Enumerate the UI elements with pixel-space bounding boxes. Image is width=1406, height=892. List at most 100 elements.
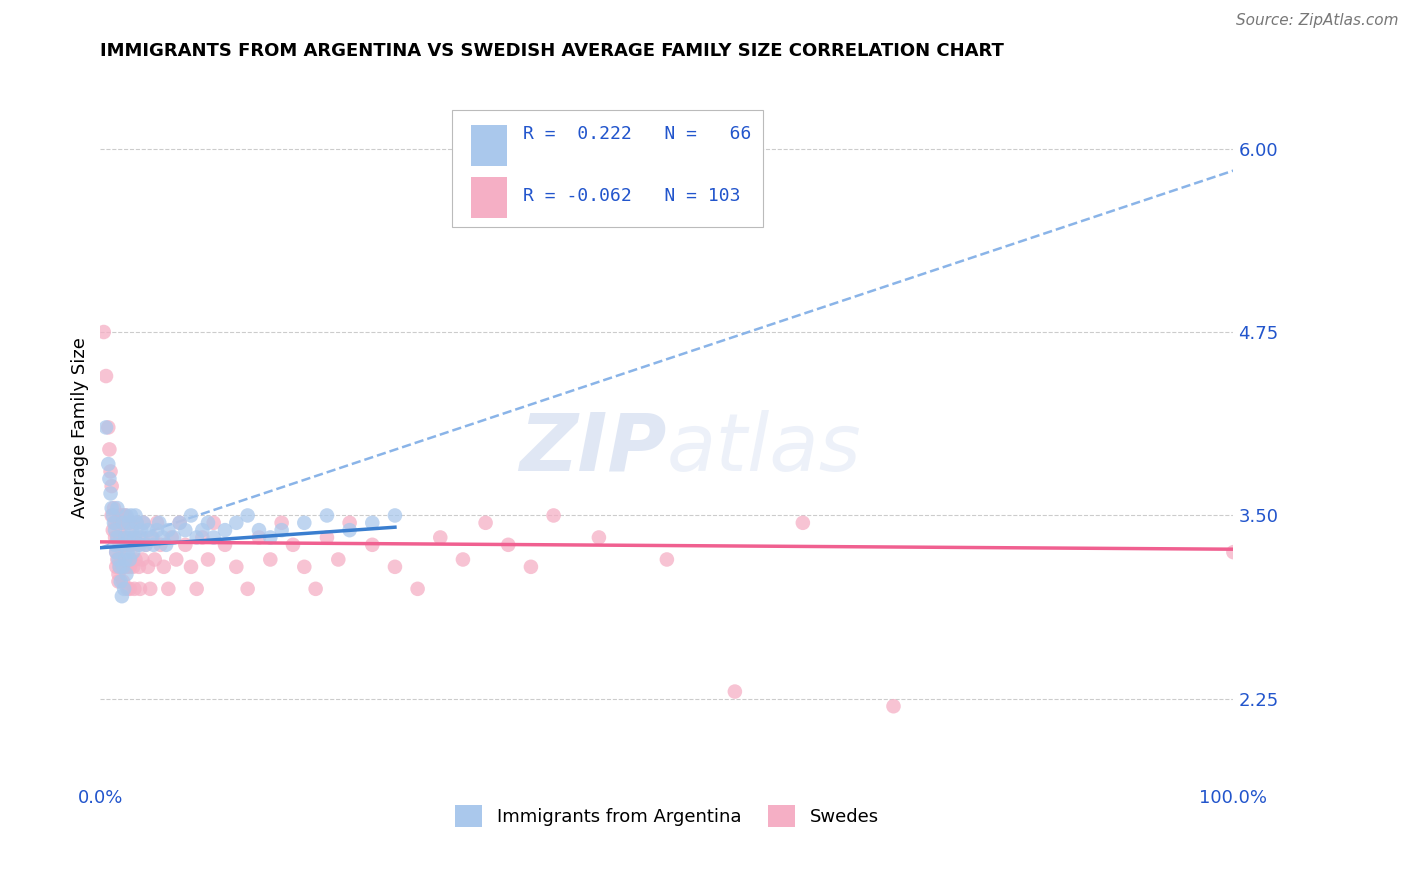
Point	[107, 567, 129, 582]
Point	[180, 559, 202, 574]
Point	[169, 516, 191, 530]
Point	[328, 552, 350, 566]
Point	[132, 516, 155, 530]
Point	[97, 457, 120, 471]
Point	[111, 538, 134, 552]
Point	[101, 508, 124, 523]
Point	[792, 516, 814, 530]
Point	[114, 552, 136, 566]
Point	[111, 538, 134, 552]
Point	[121, 523, 143, 537]
Point	[146, 523, 169, 537]
Point	[304, 582, 326, 596]
Point	[124, 531, 146, 545]
Bar	[471, 177, 508, 218]
Point	[105, 531, 128, 545]
Point	[496, 538, 519, 552]
Point	[124, 582, 146, 596]
Point	[129, 531, 152, 545]
Text: IMMIGRANTS FROM ARGENTINA VS SWEDISH AVERAGE FAMILY SIZE CORRELATION CHART: IMMIGRANTS FROM ARGENTINA VS SWEDISH AVE…	[100, 42, 1004, 60]
Point	[108, 559, 131, 574]
Text: atlas: atlas	[666, 409, 862, 488]
Bar	[471, 126, 508, 166]
Point	[115, 508, 138, 523]
Point	[128, 559, 150, 574]
Point	[384, 508, 406, 523]
Point	[115, 538, 138, 552]
Point	[111, 531, 134, 545]
Point	[118, 552, 141, 566]
Point	[105, 531, 128, 545]
Point	[655, 552, 678, 566]
Point	[1222, 545, 1244, 559]
Point	[104, 516, 127, 530]
Point	[270, 516, 292, 530]
Point	[108, 559, 131, 574]
Point	[110, 552, 132, 566]
Point	[111, 552, 134, 566]
Point	[236, 582, 259, 596]
Point	[247, 523, 270, 537]
Point	[101, 523, 124, 537]
Point	[180, 508, 202, 523]
Point	[118, 516, 141, 530]
Point	[94, 420, 117, 434]
Point	[292, 559, 315, 574]
Point	[520, 559, 543, 574]
Point	[105, 545, 128, 559]
Point	[149, 538, 172, 552]
Point	[115, 516, 138, 530]
Point	[142, 538, 165, 552]
Point	[100, 486, 122, 500]
Point	[108, 516, 131, 530]
Point	[111, 559, 134, 574]
Point	[225, 559, 247, 574]
Point	[384, 559, 406, 574]
Point	[270, 523, 292, 537]
FancyBboxPatch shape	[451, 111, 763, 227]
Point	[98, 472, 121, 486]
Point	[97, 420, 120, 434]
Point	[105, 559, 128, 574]
Point	[104, 523, 127, 537]
Point	[118, 538, 141, 552]
Point	[429, 531, 451, 545]
Point	[104, 538, 127, 552]
Point	[135, 538, 157, 552]
Point	[124, 531, 146, 545]
Point	[186, 531, 208, 545]
Point	[114, 552, 136, 566]
Point	[157, 582, 180, 596]
Point	[98, 442, 121, 457]
Point	[112, 538, 135, 552]
Point	[148, 516, 170, 530]
Point	[316, 508, 339, 523]
Point	[111, 589, 134, 603]
Point	[136, 559, 159, 574]
Point	[100, 508, 122, 523]
Point	[129, 538, 152, 552]
Point	[111, 516, 134, 530]
Point	[105, 501, 128, 516]
Point	[135, 538, 157, 552]
Point	[120, 531, 142, 545]
Point	[117, 545, 139, 559]
Point	[94, 369, 117, 384]
Point	[169, 516, 191, 530]
Point	[361, 538, 384, 552]
Point	[105, 545, 128, 559]
Point	[114, 531, 136, 545]
Point	[115, 559, 138, 574]
Point	[141, 531, 163, 545]
Point	[143, 552, 166, 566]
Point	[122, 559, 145, 574]
Point	[214, 523, 236, 537]
Point	[111, 574, 134, 589]
Point	[112, 516, 135, 530]
Point	[339, 523, 361, 537]
Point	[118, 531, 141, 545]
Point	[125, 516, 148, 530]
Point	[122, 545, 145, 559]
Point	[361, 516, 384, 530]
Point	[543, 508, 565, 523]
